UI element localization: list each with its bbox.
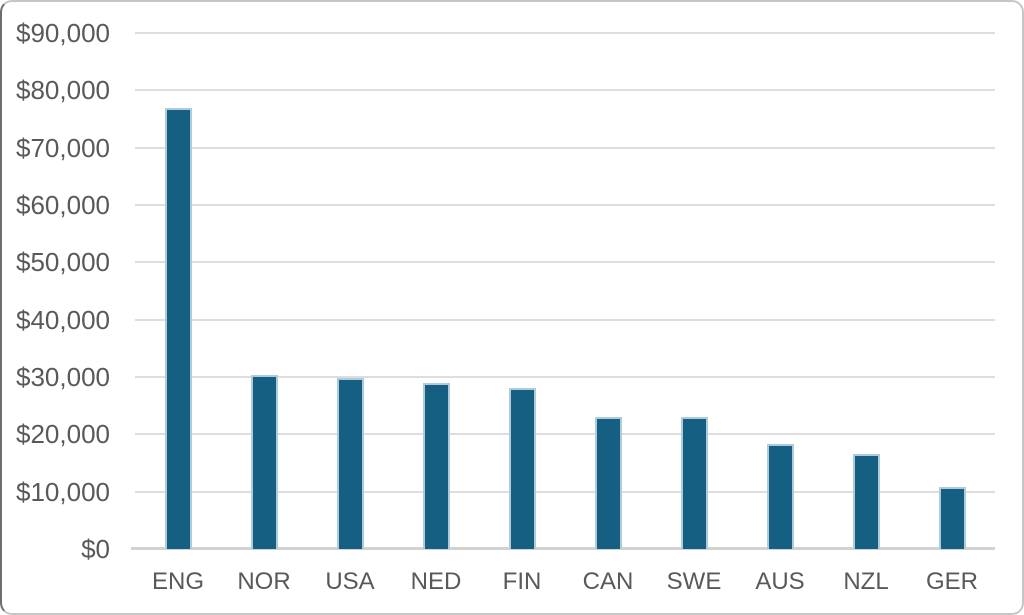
bar-usa — [336, 377, 364, 549]
bars-layer — [135, 33, 995, 549]
y-tick-label: $70,000 — [16, 132, 110, 163]
y-tick-label: $0 — [81, 534, 110, 564]
x-axis: ENG NOR USA NED FIN CAN SWE AUS NZL GER — [135, 562, 995, 602]
y-tick-label: $90,000 — [16, 18, 110, 48]
gridline — [135, 318, 995, 321]
bar-can — [594, 417, 622, 549]
y-tick-label: $40,000 — [16, 304, 110, 335]
x-tick-label-eng: ENG — [151, 568, 204, 595]
x-tick-label-nor: NOR — [237, 568, 291, 595]
y-tick-label: $50,000 — [16, 247, 110, 278]
bar-slot-aus — [737, 33, 823, 549]
bar-slot-ger — [909, 33, 995, 549]
y-axis: $90,000 $80,000 $70,000 $60,000 $50,000 $40,0… — [2, 2, 114, 613]
y-tick-label: $60,000 — [16, 190, 110, 220]
x-tick-label-ned: NED — [410, 568, 462, 595]
gridline — [135, 204, 995, 206]
gridline — [135, 261, 995, 264]
gridline — [135, 89, 995, 92]
y-tick-label: $10,000 — [16, 476, 110, 507]
y-tick-label: $20,000 — [16, 419, 110, 450]
y-tick-label: $30,000 — [16, 362, 110, 392]
x-tick-label-nzl: NZL — [843, 568, 889, 595]
bar-ger — [938, 486, 966, 549]
gridline — [135, 376, 995, 378]
y-tick-label: $80,000 — [16, 75, 110, 106]
bar-slot-eng — [135, 33, 221, 549]
x-tick-label-aus: AUS — [755, 568, 805, 595]
bar-fin — [508, 388, 536, 549]
plot-area — [131, 32, 995, 550]
bar-slot-ned — [393, 33, 479, 549]
x-tick-label-swe: SWE — [666, 568, 722, 595]
bar-nor — [250, 375, 278, 549]
bar-slot-usa — [307, 33, 393, 549]
bar-ned — [422, 382, 450, 549]
x-tick-label-usa: USA — [325, 568, 375, 595]
x-tick-label-fin: FIN — [502, 568, 542, 595]
gridline — [135, 146, 995, 149]
x-tick-label-can: CAN — [582, 568, 634, 595]
bar-slot-swe — [651, 33, 737, 549]
bar-swe — [680, 417, 708, 549]
bar-eng — [164, 107, 192, 549]
bar-nzl — [852, 453, 880, 549]
bar-slot-can — [565, 33, 651, 549]
gridline — [135, 433, 995, 436]
bar-slot-nor — [221, 33, 307, 549]
bar-aus — [766, 444, 794, 549]
bar-slot-fin — [479, 33, 565, 549]
gridline — [135, 32, 995, 34]
x-axis-line — [131, 547, 995, 550]
x-tick-label-ger: GER — [925, 568, 978, 595]
bar-slot-nzl — [823, 33, 909, 549]
gridline — [135, 490, 995, 493]
